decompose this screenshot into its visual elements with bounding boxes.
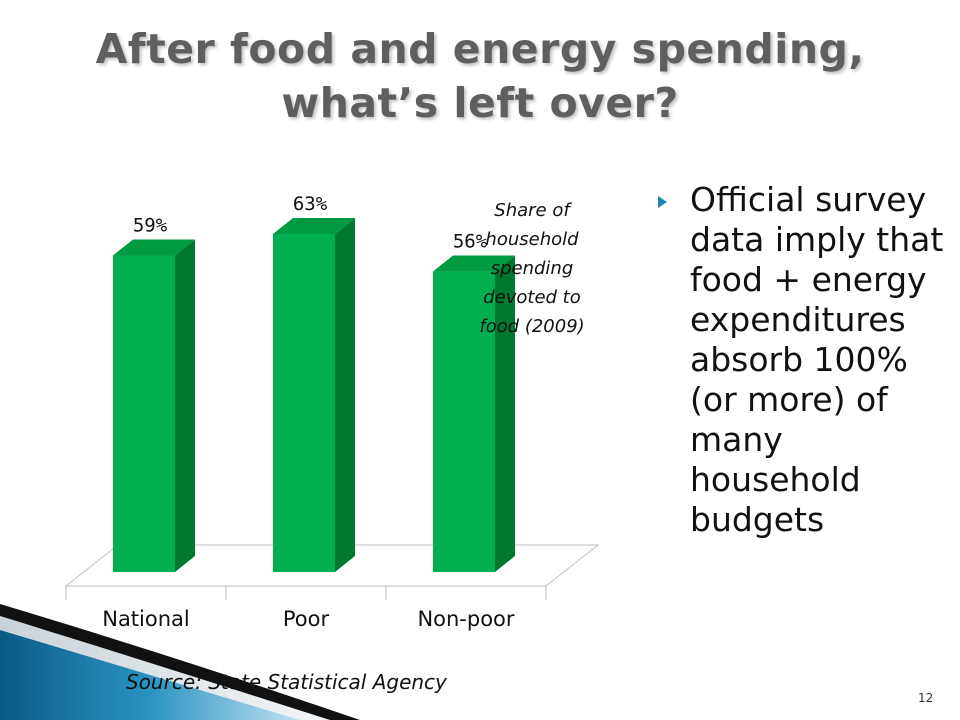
bullet-text: Official survey data imply that food + e… — [690, 180, 944, 539]
category-label: Non-poor — [417, 607, 514, 631]
swoosh-dark — [0, 604, 360, 720]
bar-top — [113, 239, 195, 256]
bar-top — [273, 218, 355, 234]
chart-annotation: Share of household spending devoted to food … — [479, 200, 584, 337]
slide-title: After food and energy spending, what’s l… — [40, 22, 920, 130]
category-label: Poor — [283, 607, 330, 631]
bullet-arrow-icon — [658, 196, 667, 208]
bullet-point: Official survey data imply that food + e… — [658, 180, 950, 540]
chart-bars — [113, 218, 515, 573]
swoosh-blue — [0, 630, 300, 720]
page-number: 12 — [918, 691, 934, 705]
title-line-2: what’s left over? — [281, 79, 679, 127]
data-label: 63% — [293, 193, 328, 215]
decorative-swoosh — [0, 604, 360, 720]
bar-side — [175, 239, 195, 572]
chart-labels: 59% National 63% Poor 56% Non-poor — [102, 193, 515, 631]
bar-non-poor — [433, 271, 495, 572]
data-label: 56% — [453, 231, 488, 253]
category-label: National — [102, 607, 190, 631]
annotation-line: food (2009) — [479, 316, 584, 337]
bar-side — [495, 255, 515, 573]
source-note: Source: State Statistical Agency — [126, 670, 447, 694]
annotation-line: spending — [491, 258, 574, 279]
bar-top — [433, 255, 515, 272]
annotation-line: Share of — [494, 200, 572, 221]
bar-side — [335, 218, 355, 572]
title-line-1: After food and energy spending, — [95, 25, 865, 73]
bar-chart: 59% National 63% Poor 56% Non-poor Share of ho… — [64, 193, 600, 631]
annotation-line: devoted to — [483, 287, 581, 308]
bar-poor — [273, 234, 335, 572]
data-label: 59% — [133, 214, 168, 236]
bar-national — [113, 255, 175, 572]
chart-floor — [64, 544, 600, 600]
annotation-line: household — [485, 229, 579, 250]
